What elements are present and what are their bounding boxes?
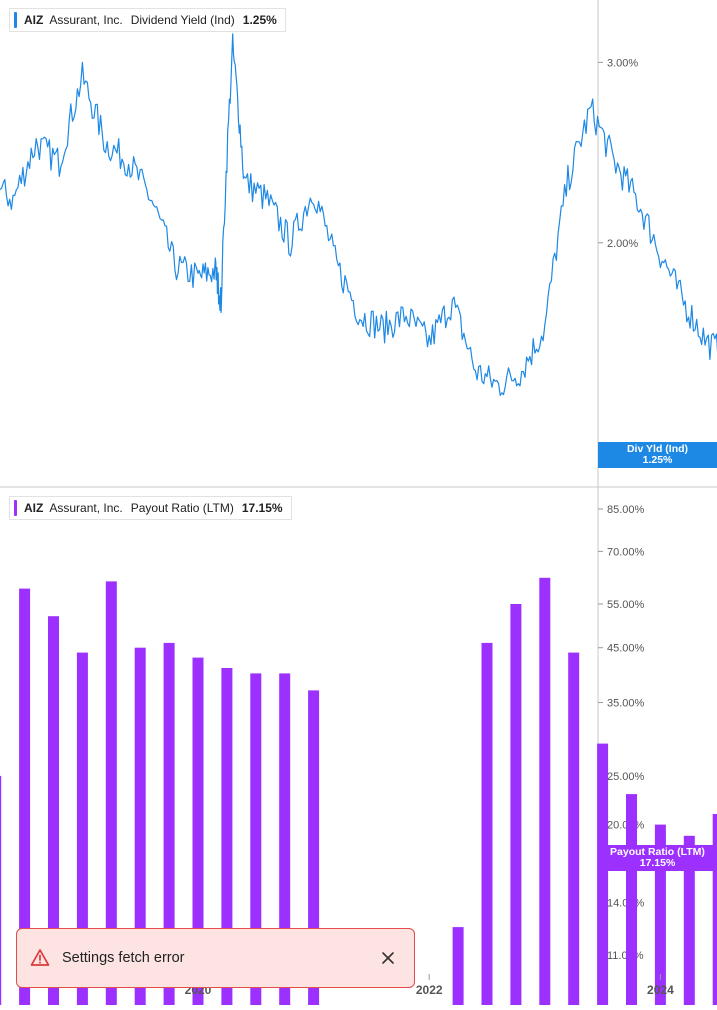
bottom-y-tick-label: 85.00% [607, 504, 645, 516]
bottom-y-tick-label: 20.00% [607, 820, 645, 832]
bottom-legend-color-swatch [14, 500, 17, 516]
bottom-legend-metric: Payout Ratio (LTM) [130, 501, 234, 515]
payout-ratio-bar [597, 743, 609, 1005]
bottom-legend-ticker: AIZ [24, 501, 44, 515]
top-legend-company: Assurant, Inc. [49, 13, 123, 27]
toast-message: Settings fetch error [62, 950, 185, 966]
top-value-tag: Div Yld (Ind) 1.25% [598, 442, 717, 468]
bottom-value-tag-value: 17.15% [639, 857, 676, 869]
payout-ratio-bar [452, 927, 464, 1005]
payout-ratio-bar [163, 642, 175, 1005]
top-y-tick-label: 2.00% [607, 238, 638, 250]
bottom-legend-company: Assurant, Inc. [49, 501, 123, 515]
dividend-yield-series-line [0, 33, 717, 396]
payout-ratio-bar [510, 604, 522, 1005]
bottom-y-tick-label: 11.00% [607, 950, 644, 962]
payout-ratio-bar [481, 642, 493, 1005]
top-legend-value: 1.25% [242, 13, 277, 27]
payout-ratio-bar [683, 835, 695, 1005]
payout-ratio-bar [279, 673, 291, 1005]
bottom-y-tick-label: 45.00% [607, 643, 645, 655]
payout-ratio-bar [0, 775, 2, 1005]
bottom-value-tag: Payout Ratio (LTM) 17.15% [598, 845, 717, 871]
bottom-y-tick-label: 70.00% [607, 546, 645, 558]
top-legend: AIZ Assurant, Inc. Dividend Yield (Ind) … [9, 8, 286, 32]
payout-ratio-bar [134, 647, 146, 1005]
top-y-tick-label: 3.00% [607, 57, 638, 69]
x-tick-label: 2024 [647, 983, 674, 997]
bottom-y-tick-label: 14.00% [607, 897, 645, 909]
payout-ratio-bar [76, 652, 88, 1005]
top-legend-metric: Dividend Yield (Ind) [130, 13, 235, 27]
error-toast: Settings fetch error [16, 928, 415, 988]
payout-ratio-bar [308, 690, 320, 1005]
bottom-y-tick-label: 25.00% [607, 771, 645, 783]
bottom-value-tag-label: Payout Ratio (LTM) [610, 846, 705, 858]
payout-ratio-bar [105, 581, 117, 1005]
payout-ratio-bar [48, 616, 59, 1005]
payout-ratio-bar [19, 588, 31, 1005]
bottom-legend: AIZ Assurant, Inc. Payout Ratio (LTM) 17… [9, 496, 292, 520]
bottom-y-tick-label: 35.00% [607, 698, 645, 710]
close-icon[interactable] [378, 948, 398, 968]
top-legend-color-swatch [14, 12, 17, 28]
warning-triangle-icon [30, 949, 50, 966]
payout-ratio-bar [192, 657, 204, 1005]
bottom-legend-value: 17.15% [241, 501, 283, 515]
top-value-tag-value: 1.25% [642, 454, 673, 466]
x-tick-label: 2022 [416, 983, 443, 997]
payout-ratio-bar [626, 794, 637, 1005]
payout-ratio-bar [539, 577, 551, 1005]
payout-ratio-bar [654, 824, 666, 1005]
payout-ratio-bar [568, 652, 580, 1005]
top-legend-ticker: AIZ [24, 13, 44, 27]
bottom-y-tick-label: 55.00% [607, 599, 645, 611]
payout-ratio-bar [221, 668, 233, 1005]
payout-ratio-bar [250, 673, 262, 1005]
top-value-tag-label: Div Yld (Ind) [626, 443, 689, 455]
payout-ratio-bar [712, 814, 717, 1005]
